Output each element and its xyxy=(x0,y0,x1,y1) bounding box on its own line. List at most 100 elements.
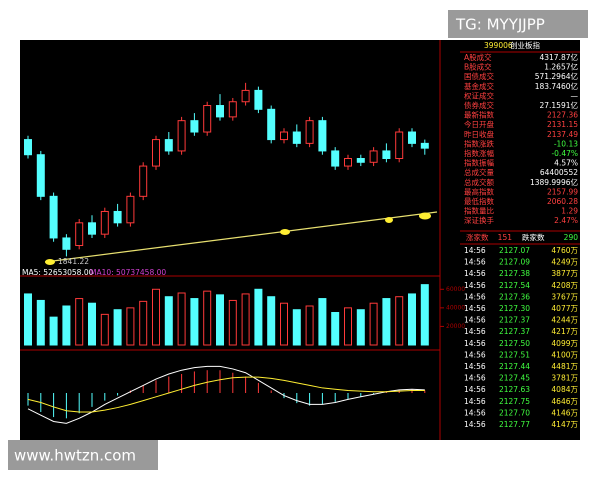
tick-price: 2127.77 xyxy=(499,420,530,429)
candle-body xyxy=(420,142,429,149)
volume-bar xyxy=(24,293,32,346)
quote-label: 最新指数 xyxy=(464,110,494,120)
quote-label: 最高指数 xyxy=(464,186,494,196)
tick-price: 2127.75 xyxy=(499,397,530,406)
volume-bar xyxy=(254,288,263,346)
watermark: TG: MYYJJPP xyxy=(455,16,545,34)
quote-value: 64400552 xyxy=(540,168,578,177)
quote-label: 指数振幅 xyxy=(464,158,494,168)
volume-bar xyxy=(62,305,71,346)
volume-legend: MA5: 52653058.00 xyxy=(22,268,94,277)
quote-value: 1.2657亿 xyxy=(544,62,578,72)
candle-body xyxy=(190,120,199,133)
tick-time: 14:56 xyxy=(464,316,486,325)
tick-price: 2127.63 xyxy=(499,385,530,394)
candle-body xyxy=(292,131,301,144)
y-tick-label: 20000 xyxy=(446,323,465,330)
candle-body xyxy=(36,154,45,197)
volume-bar xyxy=(139,300,148,346)
candle-body xyxy=(318,120,327,152)
volume-bar xyxy=(382,298,391,346)
tick-volume: 4481万 xyxy=(551,362,578,371)
tick-price: 2127.36 xyxy=(499,292,530,301)
volume-legend: MA10: 50737458.00 xyxy=(90,268,166,277)
breadth-value: 151 xyxy=(498,233,513,242)
volume-bar xyxy=(88,302,96,346)
tick-price: 2127.30 xyxy=(499,304,530,313)
candle-body xyxy=(241,89,250,103)
tick-price: 2127.37 xyxy=(499,316,530,325)
quote-label: 国债成交 xyxy=(464,71,494,81)
breadth-label: 涨家数 xyxy=(466,232,489,242)
volume-bar xyxy=(177,292,186,346)
tick-volume: 4208万 xyxy=(551,281,578,290)
quote-value: 2.47% xyxy=(554,216,578,225)
volume-bar xyxy=(420,284,429,346)
candle-body xyxy=(228,101,237,118)
quote-label: 最低指数 xyxy=(464,196,494,206)
quote-value: 571.2964亿 xyxy=(535,71,579,81)
tick-volume: 4099万 xyxy=(551,339,578,348)
tick-volume: 4077万 xyxy=(551,304,578,313)
tick-price: 2127.45 xyxy=(499,374,530,383)
index-name: 创业板指 xyxy=(510,40,540,50)
volume-bar xyxy=(318,298,327,346)
volume-bar xyxy=(164,296,173,346)
tick-price: 2127.70 xyxy=(499,408,530,417)
tick-volume: 3767万 xyxy=(551,292,578,301)
candle-body xyxy=(344,158,352,167)
quote-value: 2157.99 xyxy=(547,187,578,196)
quote-value: 4.57% xyxy=(554,159,578,168)
watermark-box xyxy=(8,440,158,470)
candle-body xyxy=(203,105,212,133)
volume-bar xyxy=(49,316,58,346)
volume-bar xyxy=(152,288,160,346)
tick-time: 14:56 xyxy=(464,397,486,406)
tick-time: 14:56 xyxy=(464,246,486,255)
candle-body xyxy=(62,237,71,250)
tick-time: 14:56 xyxy=(464,350,486,359)
volume-bar xyxy=(280,302,288,346)
tick-time: 14:56 xyxy=(464,420,486,429)
tick-time: 14:56 xyxy=(464,258,486,267)
volume-bar xyxy=(203,290,212,346)
tick-time: 14:56 xyxy=(464,269,486,278)
tick-time: 14:56 xyxy=(464,374,486,383)
quote-label: 指数涨跌 xyxy=(464,138,494,148)
tick-time: 14:56 xyxy=(464,281,486,290)
tick-price: 2127.54 xyxy=(499,281,530,290)
volume-bar xyxy=(369,302,378,346)
tick-price: 2127.44 xyxy=(499,362,530,371)
tick-price: 2127.37 xyxy=(499,327,530,336)
quote-label: 深证换手 xyxy=(464,215,494,225)
tick-price: 2127.50 xyxy=(499,339,530,348)
quote-value: 4317.87亿 xyxy=(539,52,578,62)
candle-body xyxy=(382,150,391,160)
tick-volume: 4244万 xyxy=(551,316,578,325)
volume-bar xyxy=(228,299,237,346)
tick-time: 14:56 xyxy=(464,327,486,336)
tick-volume: 4100万 xyxy=(551,350,578,359)
quote-label: A股成交 xyxy=(464,52,492,62)
macd-dif xyxy=(27,365,425,424)
candle-body xyxy=(75,222,84,247)
quote-value: 2127.36 xyxy=(547,111,578,120)
breadth-label: 跌家数 xyxy=(522,232,545,242)
quote-label: 总成交额 xyxy=(464,177,494,187)
candle-body xyxy=(152,139,160,167)
tick-volume: 4249万 xyxy=(551,258,578,267)
volume-bar xyxy=(331,312,340,346)
tick-time: 14:56 xyxy=(464,385,486,394)
quote-value: 183.7460亿 xyxy=(535,81,579,91)
candle-body xyxy=(267,108,276,141)
volume-bar xyxy=(241,293,250,346)
tick-volume: 4217万 xyxy=(551,327,578,336)
macd-dea xyxy=(27,376,425,413)
quote-value: 1389.9996亿 xyxy=(530,177,579,187)
quote-label: 总成交量 xyxy=(464,167,494,177)
quote-value: 27.1591亿 xyxy=(539,100,578,110)
volume-bar xyxy=(216,294,224,346)
candle-body xyxy=(100,210,109,235)
quote-label: 权证成交 xyxy=(464,90,494,100)
